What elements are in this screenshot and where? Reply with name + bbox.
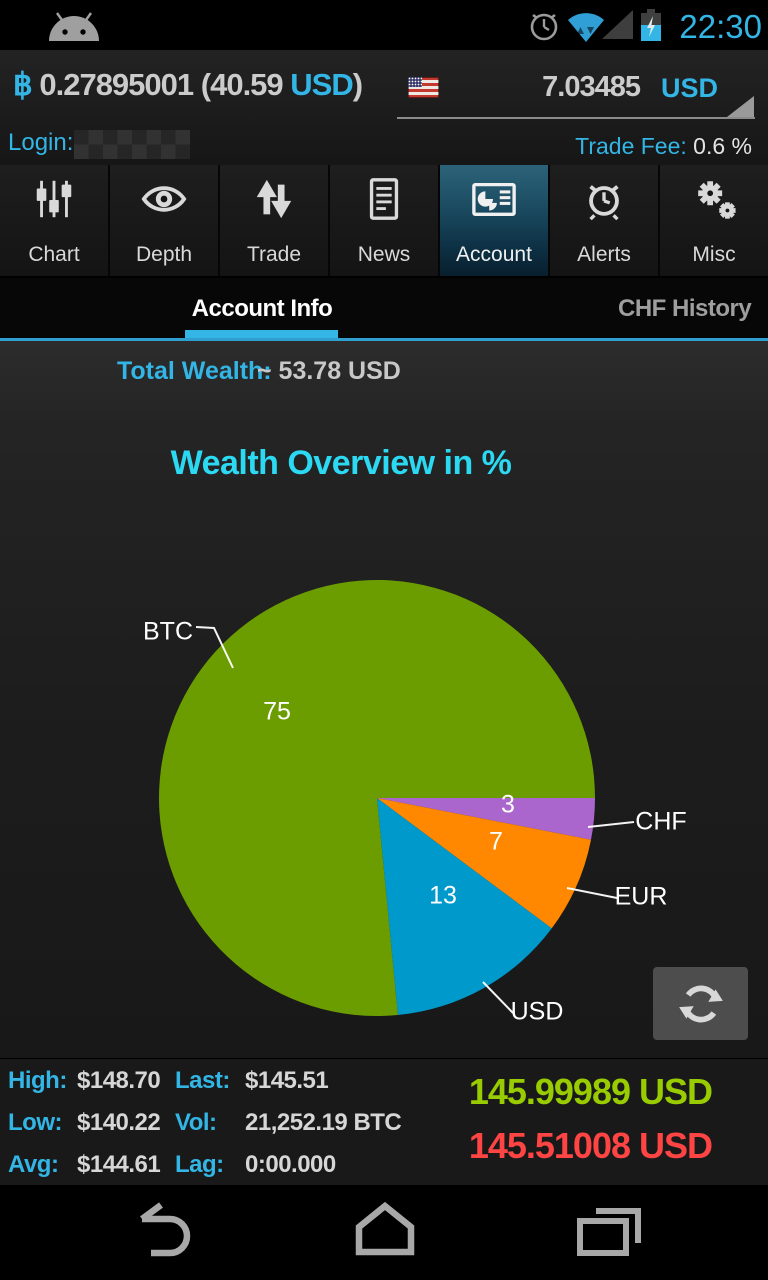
- pie-slice-chf: [377, 798, 595, 840]
- usd-leader-line: [482, 981, 514, 1014]
- ticker-row: Low: $140.22 Vol: 21,252.19 BTC: [0, 1109, 460, 1139]
- last-label: Last:: [175, 1067, 230, 1094]
- tab-alerts[interactable]: Alerts: [548, 165, 658, 276]
- account-info-page: Total Wealth: ~ 53.78 USD Wealth Overvie…: [0, 341, 768, 1058]
- tab-label: Misc: [692, 243, 736, 266]
- vol-label: Vol:: [175, 1109, 217, 1136]
- tab-label: Alerts: [577, 243, 631, 266]
- lag-value: 0:00.000: [245, 1151, 336, 1178]
- pie-value-btc: 75: [263, 697, 291, 726]
- high-value: $148.70: [77, 1067, 161, 1094]
- pair-price: 7.03485: [542, 71, 641, 103]
- status-clock: 22:30: [679, 8, 762, 45]
- ask-price: 145.99989 USD: [468, 1071, 713, 1112]
- fiat-close: ): [352, 67, 363, 102]
- tab-chart[interactable]: Chart: [0, 165, 108, 276]
- tab-depth[interactable]: Depth: [108, 165, 218, 276]
- status-bar: 22:30: [0, 0, 768, 50]
- android-nav-bar: [0, 1185, 768, 1280]
- eye-icon: [141, 186, 187, 212]
- btc-leader-line: [195, 626, 234, 669]
- android-robot-icon: [49, 12, 99, 41]
- alarm-clock-icon: [589, 185, 619, 221]
- tab-label: Trade: [246, 243, 302, 266]
- login-name-redacted: [74, 130, 190, 159]
- vol-value: 21,252.19 BTC: [245, 1109, 402, 1136]
- high-label: High:: [8, 1067, 67, 1094]
- avg-value: $144.61: [77, 1151, 161, 1178]
- alarm-status-icon: [530, 13, 558, 41]
- trade-fee: Trade Fee: 0.6 %: [575, 133, 752, 160]
- gears-icon: [698, 181, 736, 219]
- avg-label: Avg:: [8, 1151, 59, 1178]
- eur-leader-line: [566, 887, 618, 899]
- wealth-pie-chart: [158, 580, 635, 1017]
- chart-title: Wealth Overview in %: [170, 444, 512, 482]
- ticker-row: Avg: $144.61 Lag: 0:00.000: [0, 1151, 460, 1181]
- lag-label: Lag:: [175, 1151, 224, 1178]
- pie-label-chf: CHF: [635, 807, 687, 836]
- signal-strength-icon: [602, 10, 633, 39]
- pie-label-usd: USD: [510, 997, 564, 1026]
- low-value: $140.22: [77, 1109, 161, 1136]
- spinner-underline: [397, 117, 755, 119]
- pager-tab-strip: Account Info CHF History: [0, 278, 768, 341]
- trade-fee-value: 0.6 %: [693, 133, 752, 159]
- tab-label: Depth: [135, 243, 193, 266]
- trade-fee-label: Trade Fee:: [575, 133, 687, 159]
- tab-label: News: [357, 243, 411, 266]
- pie-value-chf: 3: [501, 790, 515, 819]
- total-wealth-label: Total Wealth:: [117, 357, 272, 385]
- pair-currency: USD: [661, 73, 719, 103]
- spinner-corner-icon: [727, 96, 754, 117]
- wifi-icon: [568, 13, 604, 42]
- ticker-row: High: $148.70 Last: $145.51: [0, 1067, 460, 1097]
- sliders-icon: [36, 180, 72, 218]
- pie-slice-eur: [377, 798, 591, 929]
- pie-label-btc: BTC: [143, 617, 193, 646]
- market-ticker: High: $148.70 Last: $145.51 Low: $140.22…: [0, 1058, 768, 1185]
- total-wealth-value: ~ 53.78 USD: [257, 357, 401, 385]
- back-icon[interactable]: [140, 1202, 191, 1257]
- account-card-icon: [472, 182, 516, 217]
- tab-label: Chart: [28, 243, 80, 266]
- refresh-button[interactable]: [653, 967, 748, 1040]
- active-tab-underline: [185, 330, 338, 338]
- tab-label: Account: [456, 243, 532, 266]
- btc-balance: ฿ 0.27895001 (40.59 USD): [13, 67, 363, 103]
- fiat-currency: USD: [290, 67, 353, 102]
- btc-symbol-icon: ฿: [13, 67, 33, 102]
- tab-trade[interactable]: Trade: [218, 165, 328, 276]
- main-tab-bar: Chart Depth Trade News: [0, 165, 768, 278]
- chf-leader-line: [587, 821, 635, 828]
- last-trade-price: 145.51008 USD: [468, 1125, 713, 1166]
- login-label: Login:: [8, 129, 74, 156]
- home-icon[interactable]: [355, 1201, 415, 1256]
- low-label: Low:: [8, 1109, 62, 1136]
- pie-slice-btc: [158, 580, 595, 1017]
- tab-strip-divider: [0, 338, 768, 341]
- pie-value-eur: 7: [489, 827, 503, 856]
- tab-misc[interactable]: Misc: [658, 165, 768, 276]
- btc-amount: 0.27895001: [39, 67, 194, 102]
- tab-account[interactable]: Account: [438, 165, 548, 276]
- battery-charging-icon: [641, 9, 661, 41]
- pie-value-usd: 13: [429, 881, 457, 910]
- refresh-icon: [678, 985, 723, 1022]
- recents-icon[interactable]: [577, 1208, 641, 1256]
- document-icon: [369, 178, 399, 220]
- pie-label-eur: EUR: [614, 882, 668, 911]
- last-value: $145.51: [245, 1067, 329, 1094]
- subtab-account-info[interactable]: Account Info: [191, 295, 333, 322]
- pie-slice-usd: [377, 798, 552, 1015]
- tab-news[interactable]: News: [328, 165, 438, 276]
- us-flag-icon: [408, 77, 439, 98]
- fiat-open: (40.59: [200, 67, 284, 102]
- up-down-arrows-icon: [256, 179, 292, 219]
- header: ฿ 0.27895001 (40.59 USD) 7.03485 USD Log…: [0, 50, 768, 165]
- subtab-chf-history[interactable]: CHF History: [618, 295, 752, 322]
